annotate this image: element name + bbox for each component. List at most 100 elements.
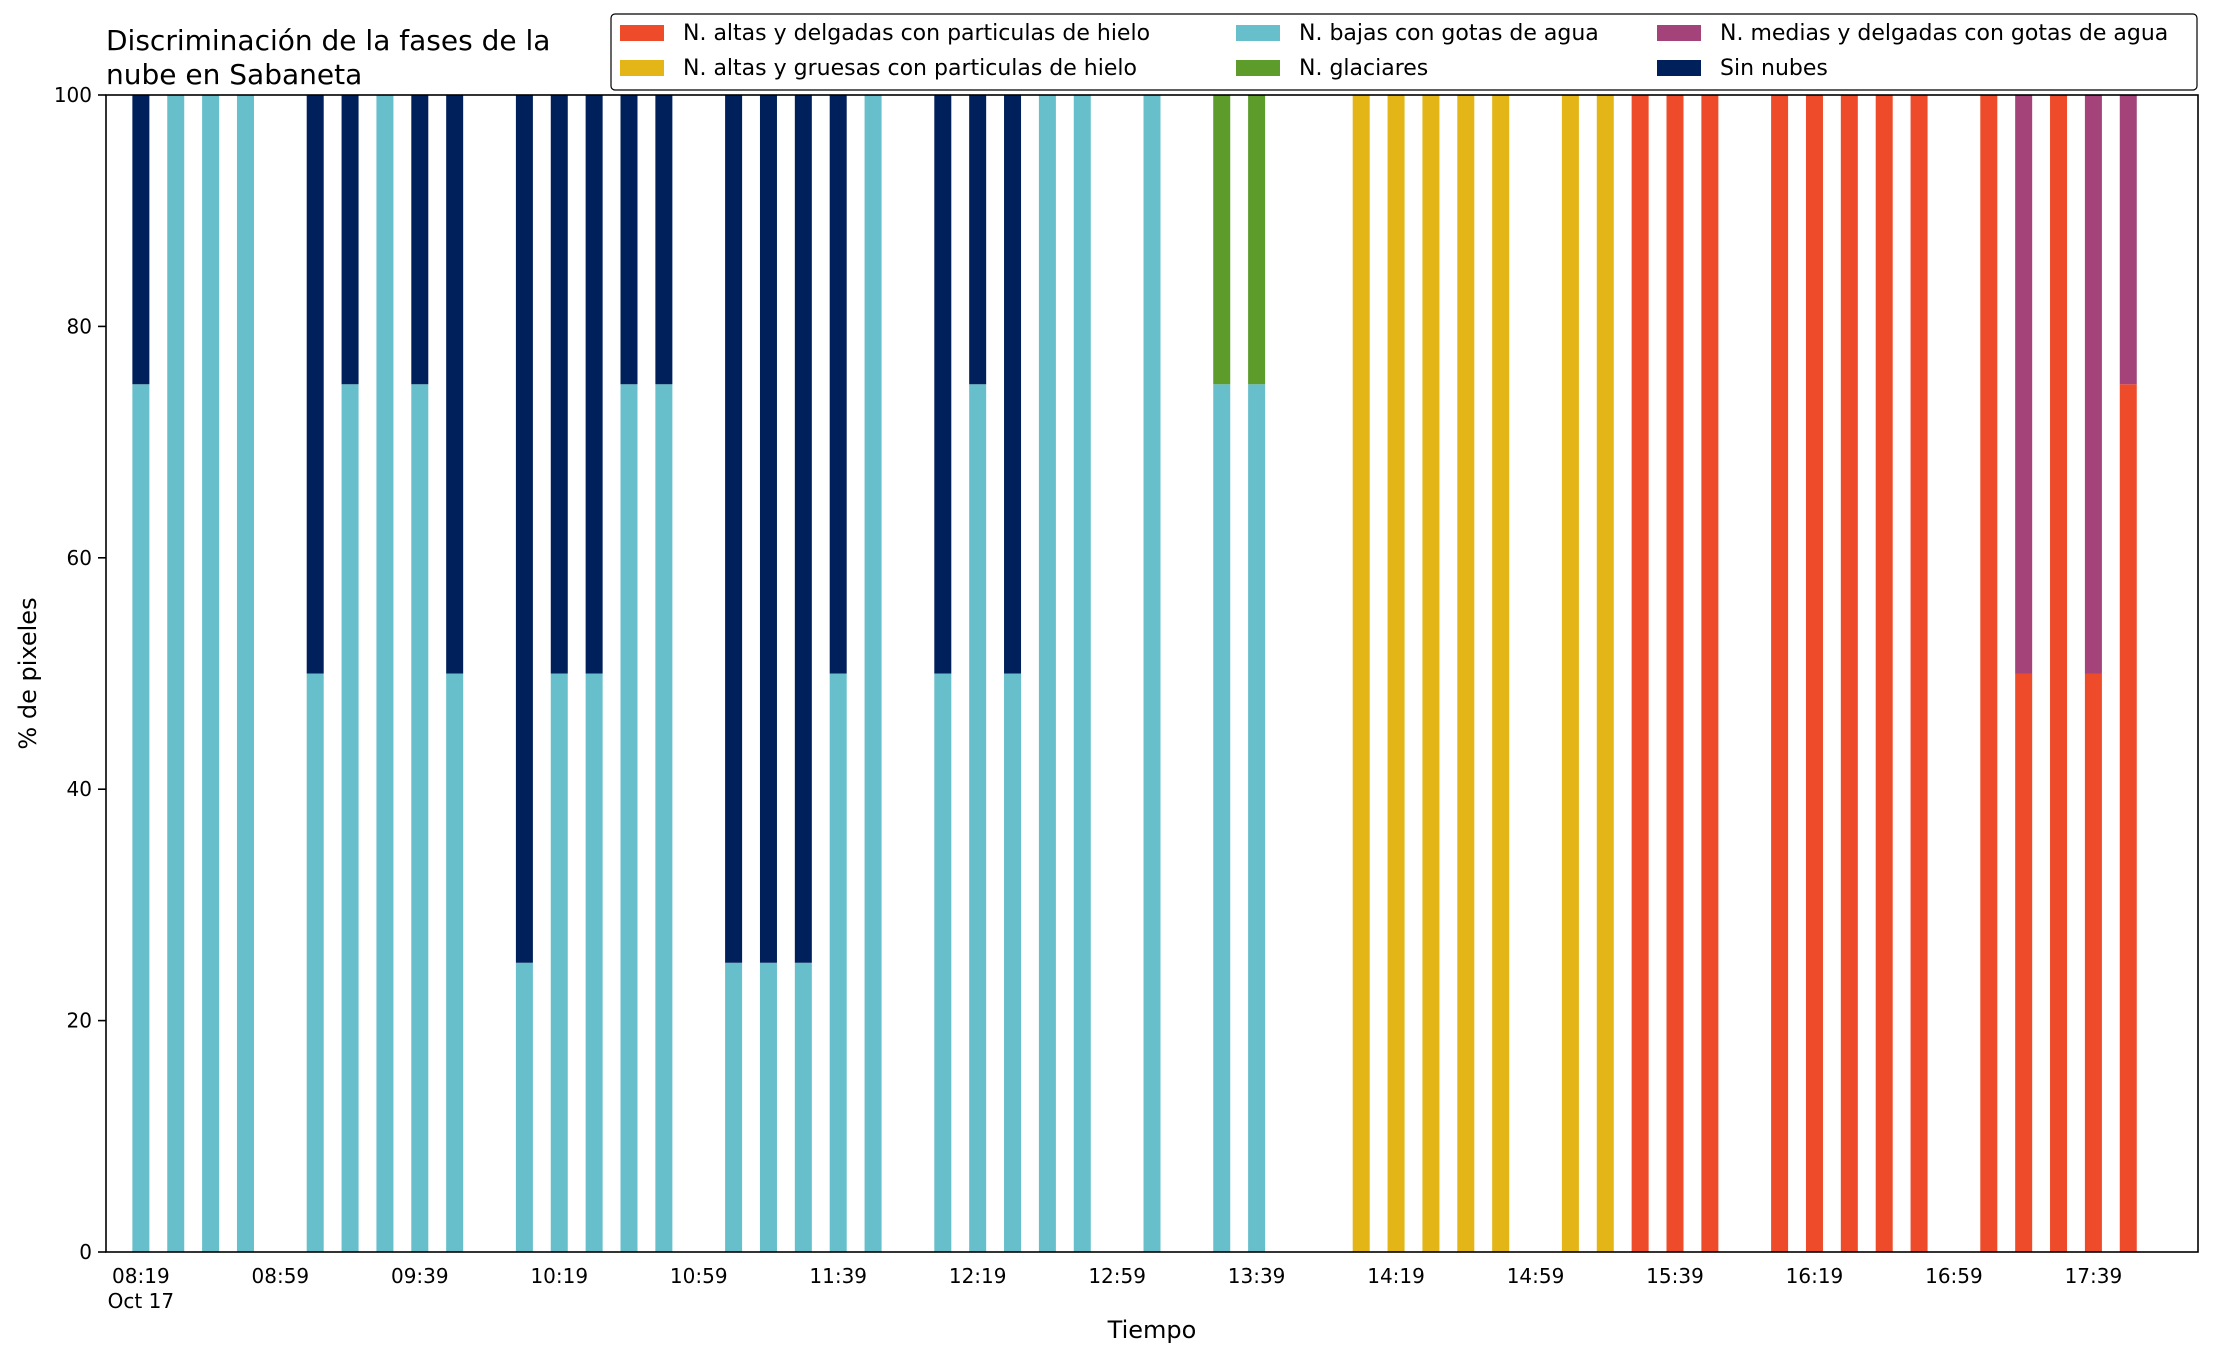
legend-label: N. altas y delgadas con particulas de hi…	[683, 21, 1150, 46]
legend-label: N. altas y gruesas con particulas de hie…	[683, 56, 1137, 81]
bar-segment	[1457, 95, 1475, 1252]
x-tick-label: 08:59	[252, 1264, 310, 1288]
bar-segment	[1387, 95, 1405, 1252]
x-tick-label: 15:39	[1646, 1264, 1704, 1288]
bar-segment	[515, 962, 533, 1252]
x-tick-label: 09:39	[391, 1264, 449, 1288]
bar-segment	[1038, 95, 1056, 1252]
legend-swatch	[620, 25, 664, 41]
legend-label: N. glaciares	[1299, 56, 1428, 81]
bar-segment	[1805, 95, 1823, 1252]
bar-segment	[167, 95, 185, 1252]
x-axis-label: Tiempo	[1107, 1316, 1197, 1344]
bar-segment	[515, 95, 533, 963]
bar-segment	[1213, 384, 1231, 1252]
bar-segment	[864, 95, 882, 1252]
bar-segment	[550, 95, 568, 674]
bar-segment	[725, 95, 743, 963]
bar-segment	[759, 962, 777, 1252]
legend-label: Sin nubes	[1720, 56, 1828, 81]
legend-box	[610, 13, 2198, 91]
bar-segment	[620, 384, 638, 1252]
y-tick-label: 0	[79, 1240, 92, 1264]
x-tick-label: 14:19	[1367, 1264, 1425, 1288]
bar-segment	[132, 95, 150, 385]
x-tick-label: 16:19	[1786, 1264, 1844, 1288]
bar-segment	[655, 384, 673, 1252]
bar-segment	[829, 95, 847, 674]
y-tick-label: 60	[67, 546, 92, 570]
bar-segment	[725, 962, 743, 1252]
bar-segment	[1143, 95, 1161, 1252]
bar-segment	[202, 95, 220, 1252]
bar-segment	[934, 95, 952, 674]
x-tick-label: 16:59	[1925, 1264, 1983, 1288]
bar-segment	[1910, 95, 1928, 1252]
bar-segment	[620, 95, 638, 385]
bar-segment	[2119, 384, 2137, 1252]
bar-segment	[1213, 95, 1231, 385]
bar-segment	[1631, 95, 1649, 1252]
legend-label: N. medias y delgadas con gotas de agua	[1720, 21, 2168, 46]
bar-segment	[1248, 384, 1266, 1252]
bar-segment	[306, 673, 324, 1252]
bar-segment	[794, 962, 812, 1252]
legend-swatch	[620, 60, 664, 76]
bar-segment	[376, 95, 394, 1252]
x-tick-label: 17:39	[2065, 1264, 2123, 1288]
bar-segment	[1422, 95, 1440, 1252]
bar-segment	[2084, 673, 2102, 1252]
x-tick-label: 14:59	[1507, 1264, 1565, 1288]
bar-segment	[794, 95, 812, 963]
x-tick-label: 11:39	[809, 1264, 867, 1288]
x-tick-label: 12:19	[949, 1264, 1007, 1288]
bar-segment	[585, 95, 603, 674]
bar-segment	[2084, 95, 2102, 674]
bar-segment	[2015, 673, 2033, 1252]
bars-layer	[132, 95, 2137, 1252]
bar-segment	[341, 384, 359, 1252]
bar-segment	[132, 384, 150, 1252]
bar-segment	[1875, 95, 1893, 1252]
bar-segment	[1073, 95, 1091, 1252]
legend-label: N. bajas con gotas de agua	[1299, 21, 1599, 46]
bar-segment	[934, 673, 952, 1252]
bar-segment	[1492, 95, 1510, 1252]
y-tick-label: 20	[67, 1009, 92, 1033]
y-tick-label: 100	[54, 83, 92, 107]
bar-segment	[550, 673, 568, 1252]
bar-segment	[759, 95, 777, 963]
x-tick-label: 10:19	[530, 1264, 588, 1288]
y-tick-label: 40	[67, 777, 92, 801]
bar-segment	[829, 673, 847, 1252]
bar-segment	[1004, 95, 1022, 674]
bar-segment	[969, 95, 987, 385]
y-tick-label: 80	[67, 314, 92, 338]
y-axis-label: % de pixeles	[14, 597, 42, 749]
bar-segment	[1666, 95, 1684, 1252]
bar-segment	[2015, 95, 2033, 674]
bar-segment	[1980, 95, 1998, 1252]
legend-swatch	[1236, 60, 1280, 76]
bar-segment	[446, 95, 464, 674]
bar-segment	[655, 95, 673, 385]
bar-segment	[341, 95, 359, 385]
y-axis: 0 20 40 60 80 100	[54, 83, 106, 1264]
x-tick-date-label: Oct 17	[108, 1289, 174, 1313]
bar-segment	[1352, 95, 1370, 1252]
bar-segment	[1701, 95, 1719, 1252]
x-tick-label: 12:59	[1088, 1264, 1146, 1288]
bar-segment	[585, 673, 603, 1252]
bar-segment	[969, 384, 987, 1252]
legend-swatch	[1657, 25, 1701, 41]
bar-segment	[1561, 95, 1579, 1252]
legend: N. altas y delgadas con particulas de hi…	[610, 13, 2198, 91]
bar-segment	[446, 673, 464, 1252]
x-tick-label: 08:19	[112, 1264, 170, 1288]
bar-segment	[1771, 95, 1789, 1252]
bar-segment	[1004, 673, 1022, 1252]
bar-segment	[306, 95, 324, 674]
x-tick-label: 10:59	[670, 1264, 728, 1288]
